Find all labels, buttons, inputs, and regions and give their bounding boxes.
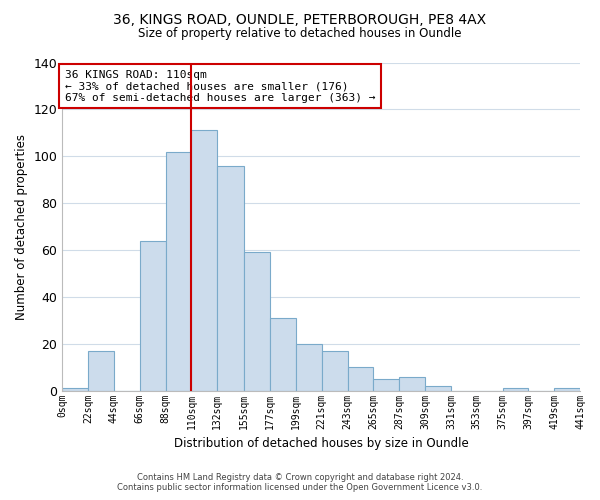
Bar — [244, 252, 270, 390]
Bar — [503, 388, 529, 390]
Bar — [191, 130, 217, 390]
Bar — [140, 240, 166, 390]
Bar — [217, 166, 244, 390]
Text: Size of property relative to detached houses in Oundle: Size of property relative to detached ho… — [138, 28, 462, 40]
Bar — [270, 318, 296, 390]
Bar — [322, 351, 347, 391]
Text: 36, KINGS ROAD, OUNDLE, PETERBOROUGH, PE8 4AX: 36, KINGS ROAD, OUNDLE, PETERBOROUGH, PE… — [113, 12, 487, 26]
Text: 36 KINGS ROAD: 110sqm
← 33% of detached houses are smaller (176)
67% of semi-det: 36 KINGS ROAD: 110sqm ← 33% of detached … — [65, 70, 375, 102]
Bar — [425, 386, 451, 390]
Text: Contains HM Land Registry data © Crown copyright and database right 2024.
Contai: Contains HM Land Registry data © Crown c… — [118, 473, 482, 492]
Y-axis label: Number of detached properties: Number of detached properties — [15, 134, 28, 320]
Bar — [373, 379, 399, 390]
Bar — [554, 388, 580, 390]
Bar — [166, 152, 191, 390]
X-axis label: Distribution of detached houses by size in Oundle: Distribution of detached houses by size … — [174, 437, 469, 450]
Bar — [88, 351, 114, 391]
Bar — [296, 344, 322, 391]
Bar — [347, 367, 373, 390]
Bar — [62, 388, 88, 390]
Bar — [399, 376, 425, 390]
